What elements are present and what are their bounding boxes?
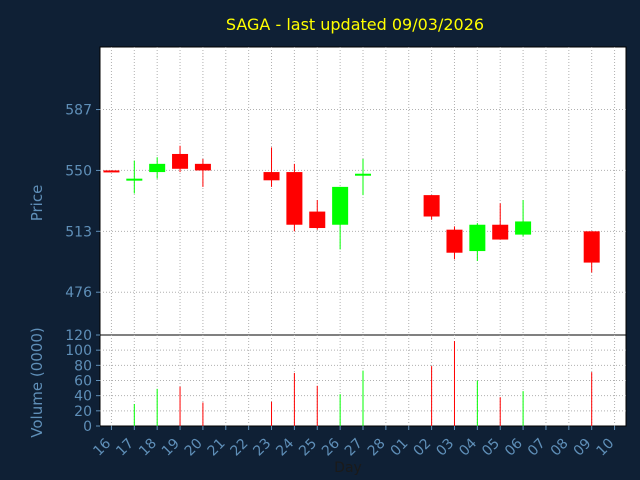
price-tick-label: 587 bbox=[65, 103, 92, 119]
candle-body bbox=[446, 229, 463, 253]
candle-body bbox=[126, 178, 143, 181]
x-tick-label: 03 bbox=[433, 436, 457, 460]
candle-body bbox=[354, 173, 372, 176]
x-tick-label: 20 bbox=[182, 436, 206, 460]
x-tick-label: 01 bbox=[388, 436, 412, 460]
x-tick-label: 05 bbox=[479, 436, 503, 460]
volume-axis-label: Volume (0000) bbox=[28, 327, 46, 437]
price-tick-label: 476 bbox=[65, 285, 92, 301]
x-tick-label: 25 bbox=[296, 436, 320, 460]
candle-body bbox=[332, 186, 349, 225]
price-axis-label: Price bbox=[28, 185, 46, 222]
x-tick-label: 07 bbox=[525, 436, 549, 460]
x-tick-label: 02 bbox=[411, 436, 435, 460]
candle-body bbox=[309, 211, 326, 229]
x-tick-label: 18 bbox=[136, 436, 160, 460]
candle-body bbox=[492, 224, 509, 240]
candle-body bbox=[583, 231, 600, 263]
x-tick-label: 27 bbox=[342, 436, 366, 460]
x-tick-label: 24 bbox=[273, 435, 297, 459]
x-tick-label: 04 bbox=[456, 435, 480, 459]
x-axis-label: Day bbox=[334, 460, 362, 476]
volume-tick-label: 40 bbox=[74, 389, 92, 405]
price-panel bbox=[99, 46, 627, 336]
volume-tick-label: 100 bbox=[65, 343, 92, 359]
chart-title: SAGA - last updated 09/03/2026 bbox=[226, 15, 484, 34]
candle-body bbox=[515, 221, 532, 235]
candle-body bbox=[469, 224, 486, 252]
price-tick-label: 513 bbox=[65, 224, 92, 240]
candle-body bbox=[194, 163, 211, 171]
candle-body bbox=[286, 172, 303, 225]
price-tick-label: 550 bbox=[65, 163, 92, 179]
candle-body bbox=[103, 170, 120, 173]
volume-tick-label: 0 bbox=[83, 419, 92, 435]
x-tick-label: 17 bbox=[113, 436, 137, 460]
candle-body bbox=[149, 163, 166, 173]
x-tick-label: 26 bbox=[319, 435, 343, 459]
candle-body bbox=[263, 172, 280, 181]
x-tick-label: 10 bbox=[593, 436, 617, 460]
candle-body bbox=[172, 153, 189, 169]
x-tick-label: 22 bbox=[228, 436, 252, 460]
x-tick-label: 28 bbox=[365, 436, 389, 460]
candle-body bbox=[423, 195, 440, 217]
x-tick-label: 21 bbox=[205, 436, 229, 460]
volume-tick-label: 80 bbox=[74, 358, 92, 374]
x-tick-label: 16 bbox=[90, 435, 114, 459]
x-tick-label: 08 bbox=[548, 436, 572, 460]
x-tick-label: 09 bbox=[571, 436, 595, 460]
volume-tick-label: 60 bbox=[74, 374, 92, 390]
x-tick-label: 23 bbox=[250, 436, 274, 460]
x-tick-label: 19 bbox=[159, 436, 183, 460]
volume-panel bbox=[99, 334, 627, 427]
x-tick-label: 06 bbox=[502, 435, 526, 459]
volume-tick-label: 20 bbox=[74, 404, 92, 420]
volume-tick-label: 120 bbox=[65, 328, 92, 344]
